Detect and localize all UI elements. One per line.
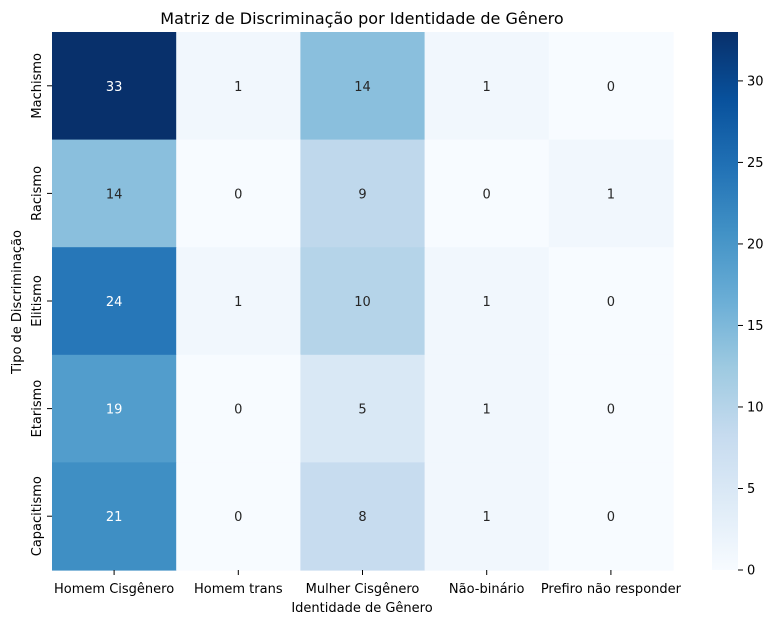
colorbar-tick-label: 25	[747, 156, 764, 171]
cell-value-label: 0	[607, 80, 615, 95]
cell-value-label: 10	[354, 295, 371, 310]
x-tick-label: Mulher Cisgênero	[306, 582, 420, 597]
heatmap-cell	[176, 32, 301, 141]
cell-value-label: 1	[483, 295, 491, 310]
heatmap-cell	[548, 354, 674, 463]
cell-value-label: 21	[106, 510, 123, 525]
cell-value-label: 1	[483, 510, 491, 525]
x-tick-label: Prefiro não responder	[541, 582, 682, 597]
cell-value-label: 0	[607, 295, 615, 310]
colorbar	[712, 32, 738, 570]
colorbar-tick-label: 30	[747, 74, 764, 89]
colorbar-tick-label: 15	[747, 319, 764, 334]
cell-value-label: 24	[106, 295, 123, 310]
colorbar-tick-label: 0	[747, 564, 755, 579]
heatmap-cell	[52, 354, 177, 463]
cell-annotations: 33 1 14 1 014 0 9 0 124 1 10 1 019 0 5 1 021 0 8 1 0	[106, 80, 615, 525]
y-tick-label: Machismo	[30, 53, 45, 119]
x-tick-label: Homem Cisgênero	[54, 582, 174, 597]
heatmap-cell	[548, 139, 674, 248]
cell-value-label: 1	[483, 80, 491, 95]
heatmap-cell	[300, 354, 426, 463]
heatmap-cell	[300, 139, 426, 248]
cell-value-label: 8	[358, 510, 366, 525]
x-axis-label: Identidade de Gênero	[291, 601, 432, 616]
heatmap-cell	[548, 32, 674, 141]
colorbar-tick-label: 10	[747, 400, 764, 415]
heatmap-cell	[176, 462, 301, 571]
heatmap-cell	[52, 139, 177, 248]
cell-value-label: 14	[354, 80, 371, 95]
heatmap-cell	[176, 247, 301, 356]
cell-value-label: 0	[607, 510, 615, 525]
heatmap-cell	[176, 139, 301, 248]
cell-value-label: 33	[106, 80, 123, 95]
cell-value-label: 0	[483, 187, 491, 202]
cell-value-label: 0	[234, 403, 242, 418]
x-tick-labels: Homem Cisgênero Homem trans Mulher Cisgêne…	[54, 570, 682, 597]
cell-value-label: 0	[234, 187, 242, 202]
heatmap-cell	[300, 247, 426, 356]
heatmap-cell	[176, 354, 301, 463]
heatmap-cell	[300, 32, 426, 141]
cell-value-label: 1	[234, 295, 242, 310]
cell-value-label: 1	[607, 187, 615, 202]
heatmap-cell	[52, 247, 177, 356]
chart-title: Matriz de Discriminação por Identidade d…	[160, 9, 563, 28]
cell-value-label: 1	[483, 403, 491, 418]
x-tick-label: Não-binário	[449, 582, 525, 597]
heatmap-cell	[424, 247, 550, 356]
cell-value-label: 1	[234, 80, 242, 95]
y-axis-label: Tipo de Discriminação	[10, 230, 25, 375]
cell-value-label: 0	[234, 510, 242, 525]
y-tick-label: Elitismo	[30, 275, 45, 327]
colorbar-tick-label: 20	[747, 237, 764, 252]
heatmap-cell	[548, 247, 674, 356]
y-tick-labels: Machismo Racismo Elitismo Etarismo Capacitis…	[30, 53, 52, 556]
heatmap-cell	[424, 139, 550, 248]
heatmap-cell	[548, 462, 674, 571]
cell-value-label: 14	[106, 187, 123, 202]
heatmap-cells	[52, 32, 674, 571]
cell-value-label: 9	[358, 187, 366, 202]
cell-value-label: 5	[358, 403, 366, 418]
heatmap-cell	[300, 462, 426, 571]
x-tick-label: Homem trans	[194, 582, 283, 597]
y-tick-label: Etarismo	[30, 380, 45, 438]
heatmap-cell	[424, 462, 550, 571]
colorbar-ticks: 0 5 10 15 20 25 30	[738, 74, 764, 579]
y-tick-label: Racismo	[30, 166, 45, 221]
heatmap-cell	[52, 462, 177, 571]
y-tick-label: Capacitismo	[30, 476, 45, 556]
heatmap-cell	[52, 32, 177, 141]
heatmap-cell	[424, 32, 550, 141]
colorbar-tick-label: 5	[747, 482, 755, 497]
cell-value-label: 19	[106, 403, 123, 418]
heatmap-cell	[424, 354, 550, 463]
cell-value-label: 0	[607, 403, 615, 418]
